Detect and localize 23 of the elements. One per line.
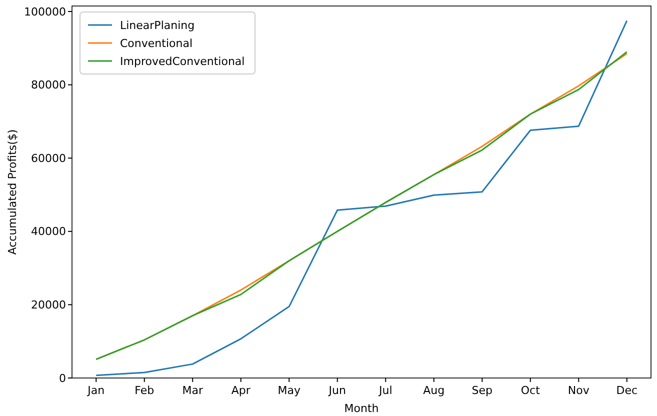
x-tick-label: Oct xyxy=(520,384,541,397)
legend-label: Conventional xyxy=(120,36,192,50)
y-tick-label: 60000 xyxy=(31,152,66,165)
x-tick-label: Jun xyxy=(328,384,346,397)
x-tick-label: Aug xyxy=(423,384,445,397)
y-axis-title: Accumulated Profits($) xyxy=(6,129,19,255)
x-tick-label: Mar xyxy=(182,384,204,397)
y-tick-label: 20000 xyxy=(31,298,66,312)
x-tick-label: Nov xyxy=(568,384,590,397)
x-tick-label: Jan xyxy=(86,384,105,397)
y-tick-label: 0 xyxy=(59,372,66,385)
x-tick-label: Sep xyxy=(472,384,493,397)
legend-label: LinearPlaning xyxy=(120,18,195,32)
y-tick-label: 100000 xyxy=(24,5,66,18)
y-tick-label: 40000 xyxy=(31,225,66,238)
x-tick-label: Dec xyxy=(616,384,638,397)
x-tick-label: Jul xyxy=(378,384,392,397)
x-tick-label: Apr xyxy=(231,384,251,397)
legend-label: ImprovedConventional xyxy=(120,54,245,68)
x-tick-label: May xyxy=(278,384,301,397)
y-tick-label: 80000 xyxy=(31,78,66,92)
x-axis-title: Month xyxy=(344,402,379,415)
x-tick-label: Feb xyxy=(134,384,154,397)
